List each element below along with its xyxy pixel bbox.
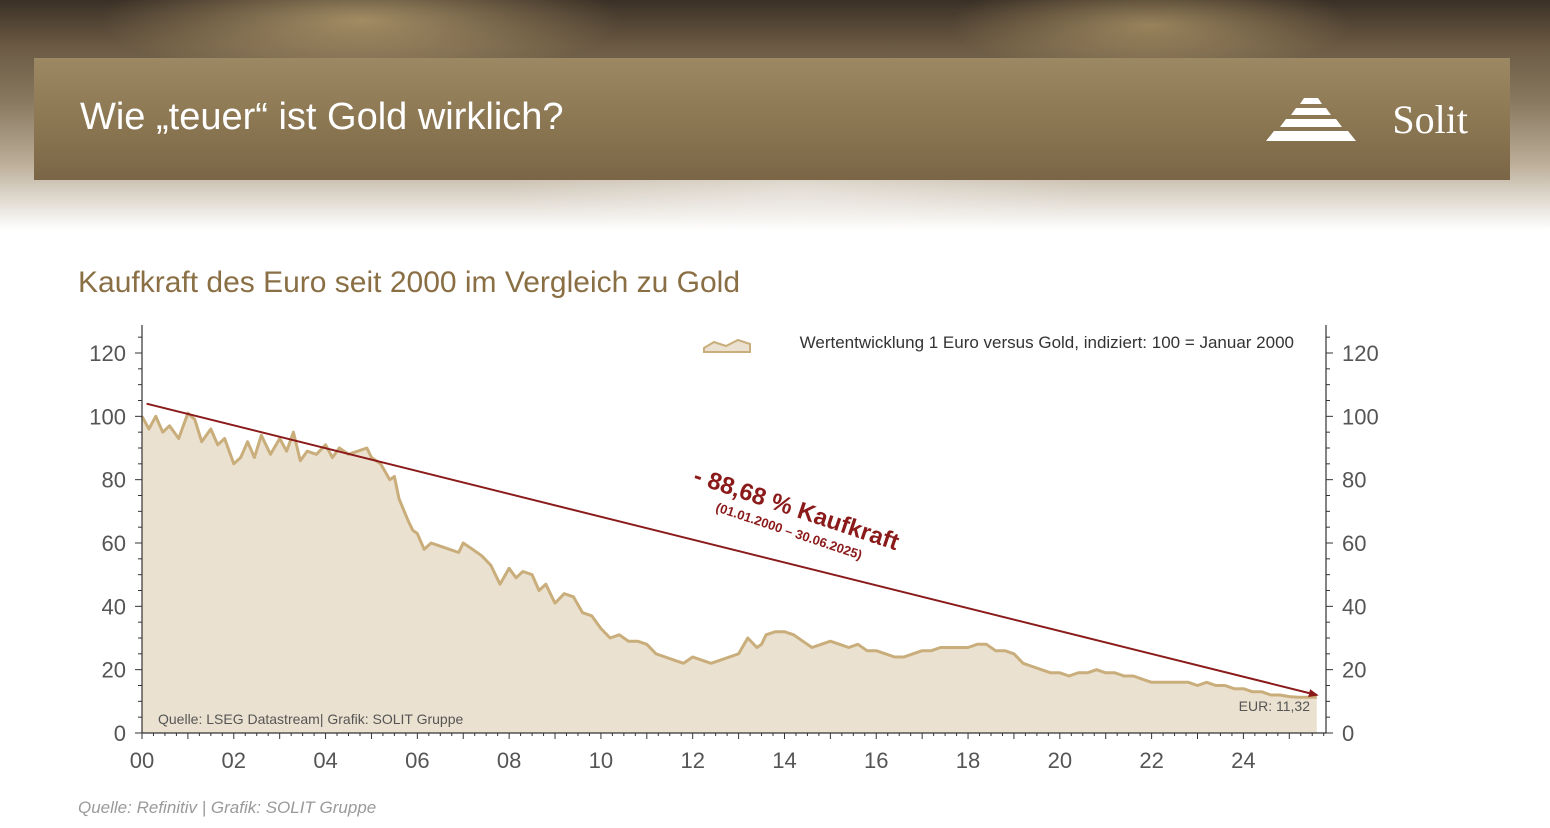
x-tick-label: 12 [680,748,704,773]
legend-swatch [703,338,751,353]
y-tick-label-right: 20 [1342,658,1366,683]
y-tick-label-left: 40 [102,594,126,619]
y-tick-label-left: 120 [89,341,126,366]
y-tick-label-right: 0 [1342,721,1354,746]
x-tick-label: 16 [864,748,888,773]
x-tick-label: 18 [956,748,980,773]
chart-subtitle: Kaufkraft des Euro seit 2000 im Vergleic… [78,266,741,299]
purchasing-power-chart: Wertentwicklung 1 Euro versus Gold, indi… [89,325,1379,773]
logo-text: Solit [1392,97,1468,142]
x-tick-label: 08 [497,748,521,773]
x-tick-label: 00 [130,748,154,773]
series-area [142,413,1317,733]
page-title: Wie „teuer“ ist Gold wirklich? [80,96,564,138]
y-tick-label-right: 100 [1342,404,1379,429]
x-tick-label: 24 [1231,748,1255,773]
y-tick-label-left: 0 [114,721,126,746]
series-line [140,411,1317,699]
axis-layer [135,325,1333,739]
trend-arrow [146,402,1319,697]
y-tick-label-left: 60 [102,531,126,556]
y-tick-label-left: 80 [102,468,126,493]
x-tick-label: 04 [313,748,337,773]
x-tick-label: 10 [589,748,613,773]
chart-source-note: Quelle: LSEG Datastream| Grafik: SOLIT G… [158,711,463,727]
y-tick-label-right: 40 [1342,594,1366,619]
x-tick-label: 06 [405,748,429,773]
x-tick-label: 22 [1139,748,1163,773]
y-tick-label-left: 20 [102,658,126,683]
y-tick-label-right: 120 [1342,341,1379,366]
legend-label: Wertentwicklung 1 Euro versus Gold, indi… [800,333,1294,352]
y-tick-label-right: 60 [1342,531,1366,556]
footer-source: Quelle: Refinitiv | Grafik: SOLIT Gruppe [78,798,377,817]
x-tick-label: 20 [1048,748,1072,773]
solit-pyramid-logo-icon [1266,98,1356,141]
area-layer [140,402,1319,733]
x-tick-label: 02 [222,748,246,773]
title-banner: Wie „teuer“ ist Gold wirklich? Solit [34,58,1510,180]
end-value-label: EUR: 11,32 [1239,698,1311,714]
y-tick-label-right: 80 [1342,468,1366,493]
y-tick-label-left: 100 [89,404,126,429]
x-tick-label: 14 [772,748,796,773]
